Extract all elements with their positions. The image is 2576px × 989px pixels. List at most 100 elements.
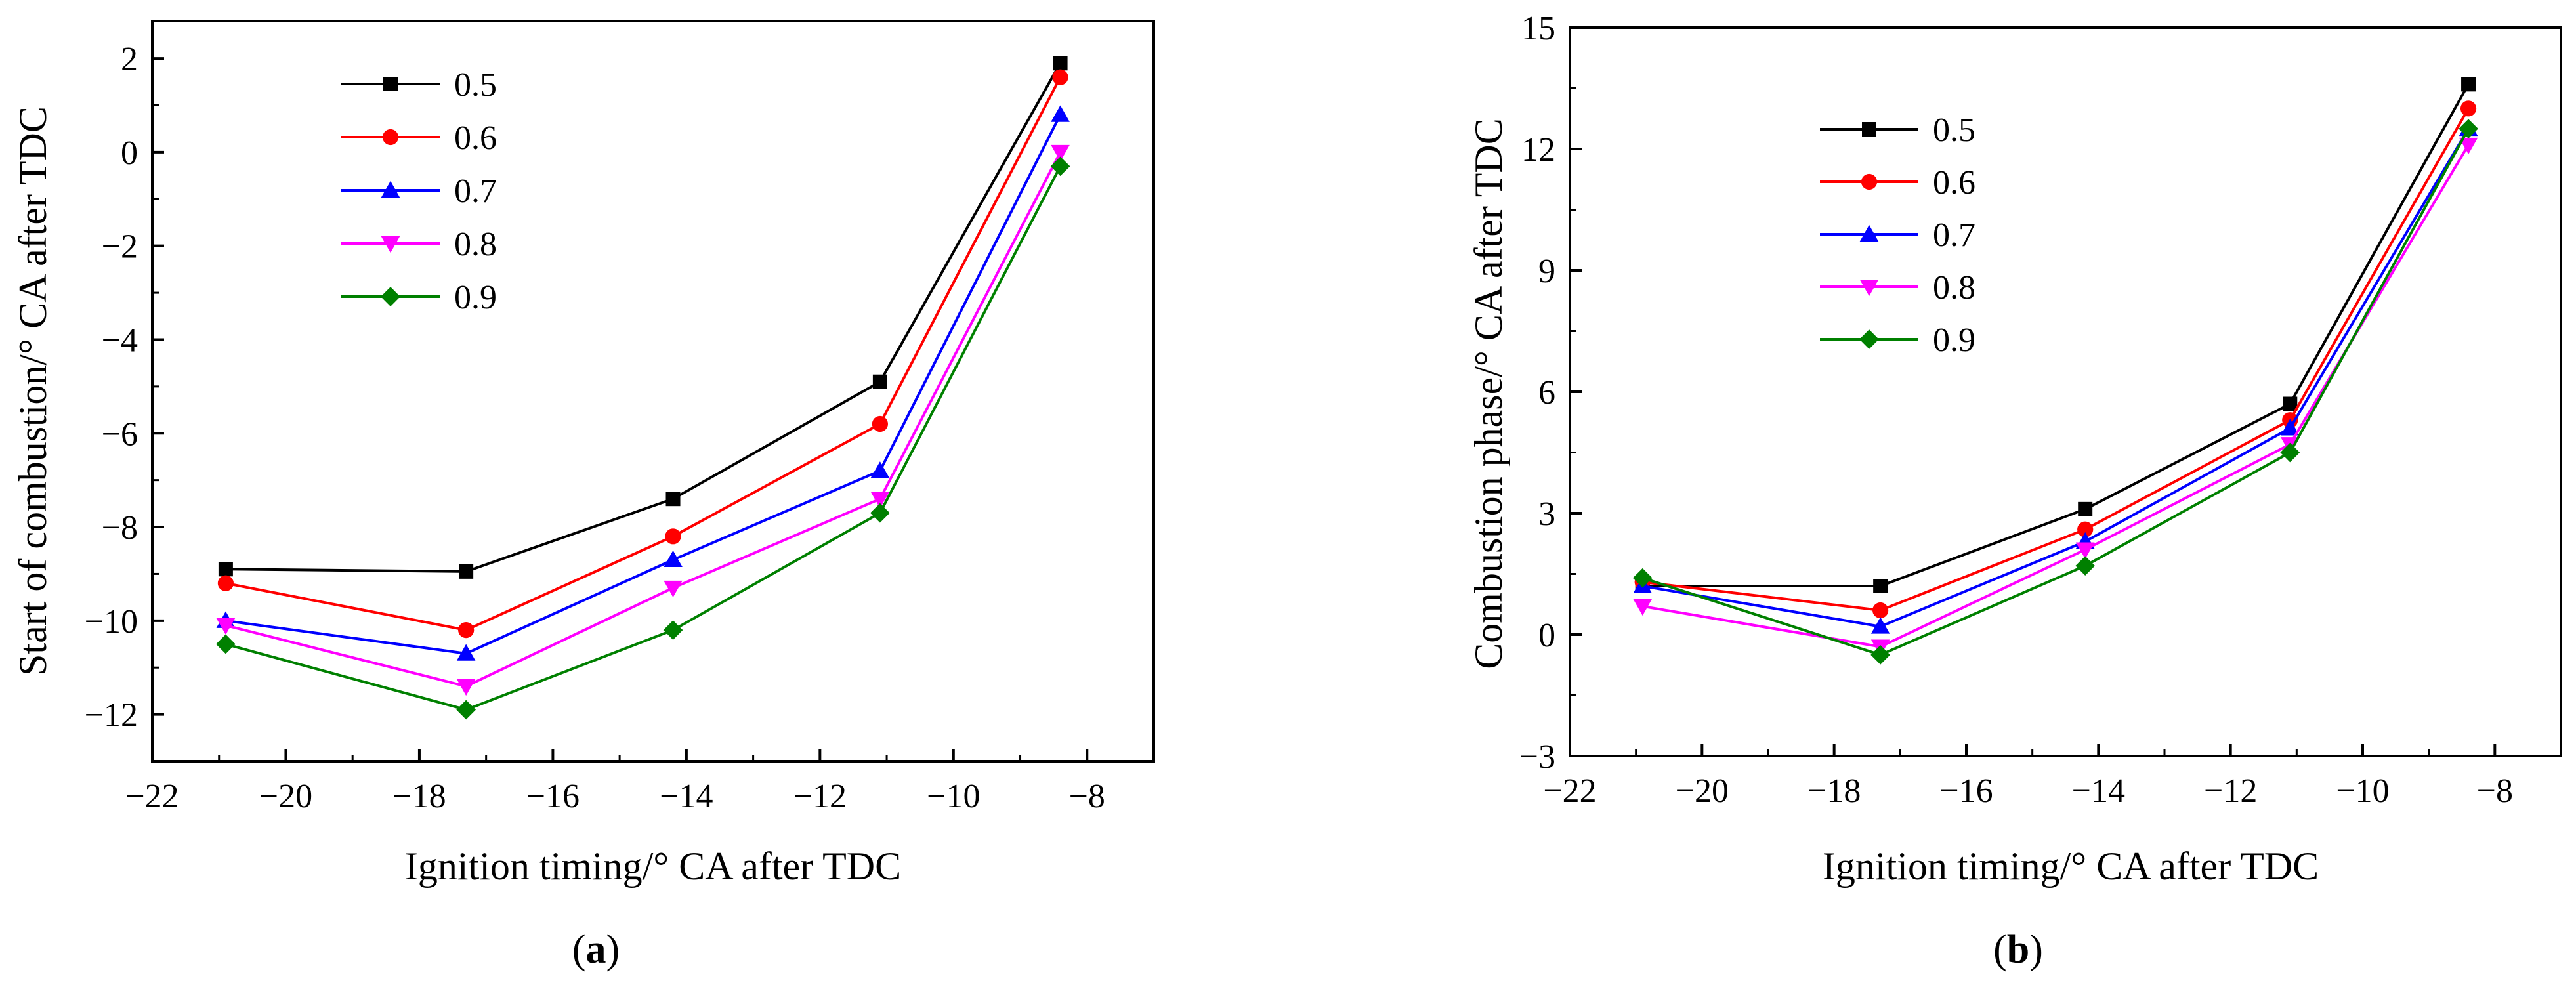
chart-b-legend: 0.5 0.6 0.7 0.8 0.9 — [1820, 112, 1975, 359]
legend-marker — [1861, 173, 1878, 190]
data-point-0.9 — [216, 634, 236, 654]
chart-b-x-axis-label: Ignition timing/° CA after TDC — [1823, 845, 2319, 888]
chart-b-caption-letter: b — [2007, 927, 2029, 972]
y-tick-label: 15 — [1521, 10, 1555, 47]
chart-a-caption-letter: a — [586, 927, 606, 972]
y-tick-label: −3 — [1519, 738, 1555, 776]
x-tick-label: −16 — [526, 778, 580, 815]
data-point-0.7 — [456, 644, 476, 661]
legend-marker — [381, 287, 400, 306]
x-tick-label: −22 — [125, 778, 179, 815]
legend-marker — [1859, 224, 1879, 242]
data-point-0.5 — [1873, 579, 1888, 593]
x-tick-label: −12 — [793, 778, 847, 815]
y-tick-label: 3 — [1538, 495, 1555, 533]
chart-a-ticks: −22 −20 −18 −16 −14 −12 −10 −8−12−10−8−6−4−202 — [85, 41, 1105, 815]
data-point-0.6 — [1872, 602, 1889, 619]
data-point-0.9 — [870, 503, 890, 523]
legend-label: 0.9 — [454, 279, 497, 316]
data-point-0.9 — [1870, 644, 1890, 665]
chart-a: −22 −20 −18 −16 −14 −12 −10 −8−12−10−8−6−4−202 … — [11, 20, 1155, 972]
data-point-0.8 — [2075, 542, 2095, 559]
x-tick-label: −18 — [1807, 772, 1861, 810]
y-tick-label: −8 — [102, 509, 138, 547]
data-point-0.8 — [456, 679, 476, 696]
x-tick-label: −18 — [392, 778, 446, 815]
y-tick-label: −4 — [102, 322, 138, 359]
data-point-0.9 — [2459, 119, 2478, 139]
chart-a-legend: 0.5 0.6 0.7 0.8 0.9 — [341, 66, 497, 316]
chart-a-y-axis-label: Start of combustion/° CA after TDC — [11, 106, 54, 676]
data-point-0.6 — [1052, 69, 1068, 85]
y-tick-label: −10 — [85, 603, 138, 641]
chart-b-caption-open: ( — [1993, 927, 2007, 972]
data-point-0.9 — [663, 620, 683, 640]
chart-a-frame — [151, 20, 1155, 763]
data-point-0.5 — [872, 374, 887, 389]
legend-label: 0.9 — [1933, 322, 1975, 359]
x-tick-label: −22 — [1543, 772, 1596, 810]
data-point-0.8 — [1051, 144, 1070, 162]
data-point-0.5 — [2461, 77, 2476, 92]
y-tick-label: 9 — [1538, 253, 1555, 290]
data-point-0.9 — [1050, 156, 1070, 177]
x-tick-label: −20 — [259, 778, 312, 815]
y-tick-label: 0 — [121, 135, 138, 172]
legend-label: 0.7 — [454, 173, 497, 210]
data-point-0.5 — [665, 492, 681, 507]
x-tick-label: −10 — [927, 778, 980, 815]
data-point-0.8 — [664, 580, 683, 598]
data-point-0.6 — [872, 415, 888, 432]
legend-label: 0.6 — [454, 119, 497, 157]
y-tick-label: −6 — [102, 415, 138, 453]
data-point-0.9 — [2075, 556, 2096, 576]
chart-a-x-axis-label: Ignition timing/° CA after TDC — [405, 845, 901, 888]
series-line-0.6 — [225, 76, 1062, 632]
data-point-0.6 — [665, 528, 681, 545]
series-line-0.6 — [1642, 108, 2470, 612]
chart-a-caption: (a) — [572, 927, 620, 972]
series-line-0.9 — [1642, 128, 2470, 656]
legend-marker — [382, 129, 399, 146]
data-point-0.5 — [2078, 501, 2093, 516]
data-point-0.5 — [459, 564, 474, 579]
x-tick-label: −14 — [2072, 772, 2125, 810]
legend-marker — [381, 236, 400, 253]
data-point-0.6 — [458, 622, 475, 639]
y-tick-label: −2 — [102, 228, 138, 266]
x-tick-label: −16 — [1939, 772, 1993, 810]
chart-b-marks — [1632, 77, 2478, 665]
chart-b-ticks: −22 −20 −18 −16 −14 −12 −10 −8 −3 0 3 6 9 12 15 — [1519, 10, 2513, 810]
x-tick-label: −20 — [1676, 772, 1729, 810]
data-point-0.6 — [2077, 521, 2094, 537]
legend-label: 0.5 — [454, 66, 497, 104]
legend-label: 0.8 — [1933, 269, 1975, 306]
y-tick-label: 0 — [1538, 617, 1555, 654]
y-tick-label: 2 — [121, 41, 138, 78]
legend-label: 0.8 — [454, 226, 497, 263]
legend-marker — [381, 180, 400, 198]
data-point-0.8 — [1633, 599, 1653, 616]
chart-a-marks — [216, 56, 1070, 720]
x-tick-label: −12 — [2204, 772, 2257, 810]
y-tick-label: 12 — [1521, 131, 1555, 169]
series-line-0.7 — [1642, 128, 2470, 628]
legend-marker — [1859, 280, 1879, 297]
legend-label: 0.6 — [1933, 164, 1975, 201]
data-point-0.9 — [456, 700, 476, 720]
x-tick-label: −10 — [2336, 772, 2389, 810]
data-point-0.7 — [2280, 419, 2300, 436]
data-point-0.9 — [2280, 442, 2300, 463]
y-tick-label: 6 — [1538, 374, 1555, 411]
y-tick-label: −12 — [85, 697, 138, 734]
series-line-0.7 — [225, 114, 1062, 655]
x-tick-label: −8 — [1069, 778, 1105, 815]
chart-b-y-axis-label: Combustion phase/° CA after TDC — [1467, 118, 1510, 669]
data-point-0.7 — [870, 461, 890, 478]
series-line-0.9 — [225, 165, 1062, 711]
data-point-0.8 — [216, 618, 236, 635]
chart-b-caption-close: ) — [2029, 927, 2043, 972]
x-tick-label: −8 — [2477, 772, 2513, 810]
legend-label: 0.5 — [1933, 112, 1975, 149]
